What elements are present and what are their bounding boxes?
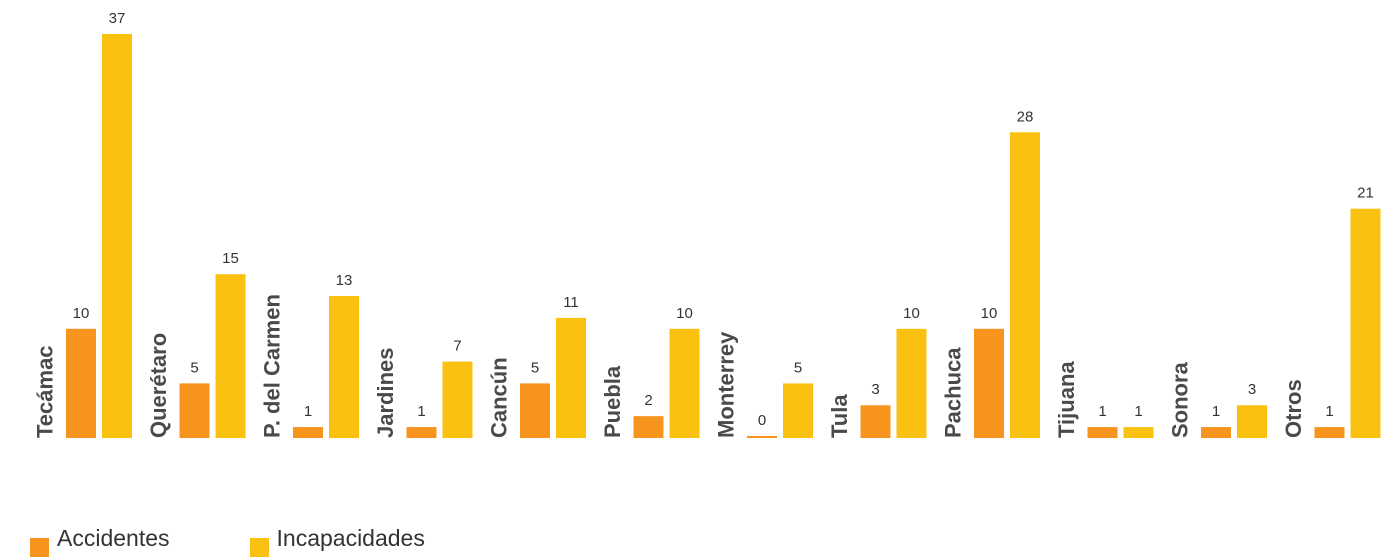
value-label-incapacidades-tijuana: 1 (1134, 403, 1142, 420)
bar-accidentes-jardines (406, 427, 437, 438)
category-label-sonora: Sonora (1168, 361, 1193, 438)
category-label-monterrey: Monterrey (714, 331, 739, 438)
category-label-tijuana: Tijuana (1054, 361, 1079, 438)
bar-accidentes-puebla (633, 416, 664, 438)
bar-incapacidades-sonora (1237, 405, 1267, 438)
legend-item-incapacidades: Incapacidades (249, 525, 425, 557)
bar-incapacidades-canc-n (556, 317, 586, 438)
legend: Accidentes Incapacidades (30, 525, 505, 557)
value-label-accidentes-jardines: 1 (417, 403, 425, 420)
category-label-quer-taro: Querétaro (146, 333, 171, 438)
category-label-pachuca: Pachuca (941, 347, 966, 438)
bar-incapacidades-otros (1350, 208, 1381, 438)
bar-accidentes-monterrey (747, 436, 777, 438)
value-label-incapacidades-otros: 21 (1357, 185, 1374, 202)
value-label-incapacidades-tec-mac: 37 (109, 10, 126, 27)
bar-accidentes-quer-taro (179, 383, 210, 438)
bar-accidentes-pachuca (974, 328, 1004, 438)
value-label-incapacidades-tula: 10 (903, 305, 920, 322)
bar-incapacidades-tula (896, 328, 927, 438)
value-label-accidentes-sonora: 1 (1212, 403, 1220, 420)
bar-accidentes-tula (860, 405, 891, 438)
value-label-incapacidades-jardines: 7 (453, 338, 461, 355)
legend-label-accidentes: Accidentes (57, 525, 170, 551)
category-label-canc-n: Cancún (487, 357, 512, 438)
value-label-incapacidades-quer-taro: 15 (222, 250, 239, 267)
value-label-incapacidades-pachuca: 28 (1017, 108, 1034, 125)
legend-label-incapacidades: Incapacidades (276, 525, 425, 551)
bar-incapacidades-p-del-carmen (329, 296, 359, 438)
category-label-puebla: Puebla (600, 365, 625, 438)
bar-incapacidades-quer-taro (215, 274, 246, 438)
legend-swatch-accidentes (30, 538, 49, 557)
bar-accidentes-sonora (1201, 427, 1231, 438)
value-label-accidentes-tec-mac: 10 (73, 305, 90, 322)
value-label-accidentes-tula: 3 (871, 381, 879, 398)
category-label-tula: Tula (827, 394, 852, 438)
bar-accidentes-canc-n (520, 383, 550, 438)
bar-incapacidades-pachuca (1010, 132, 1040, 438)
bar-incapacidades-tec-mac (102, 34, 132, 438)
bar-incapacidades-monterrey (783, 383, 813, 438)
value-label-incapacidades-canc-n: 11 (563, 294, 579, 311)
legend-swatch-incapacidades (249, 538, 269, 557)
bar-accidentes-p-del-carmen (293, 427, 323, 438)
value-label-accidentes-monterrey: 0 (758, 412, 766, 429)
value-label-accidentes-pachuca: 10 (981, 305, 998, 322)
value-label-accidentes-canc-n: 5 (531, 359, 539, 376)
category-label-p-del-carmen: P. del Carmen (260, 294, 285, 438)
bar-incapacidades-jardines (442, 361, 473, 438)
value-label-incapacidades-p-del-carmen: 13 (336, 272, 353, 289)
category-label-tec-mac: Tecámac (33, 345, 58, 438)
bar-accidentes-tijuana (1087, 427, 1118, 438)
value-label-accidentes-p-del-carmen: 1 (304, 403, 312, 420)
bar-incapacidades-tijuana (1123, 427, 1154, 438)
legend-item-accidentes: Accidentes (30, 525, 170, 557)
value-label-accidentes-puebla: 2 (644, 392, 652, 409)
value-label-incapacidades-sonora: 3 (1248, 381, 1256, 398)
bar-accidentes-otros (1314, 427, 1345, 438)
category-label-jardines: Jardines (373, 348, 398, 439)
value-label-incapacidades-monterrey: 5 (794, 359, 802, 376)
value-label-accidentes-otros: 1 (1325, 403, 1333, 420)
category-label-otros: Otros (1281, 379, 1306, 438)
bar-incapacidades-puebla (669, 328, 700, 438)
bar-accidentes-tec-mac (66, 328, 96, 438)
value-label-accidentes-quer-taro: 5 (190, 359, 198, 376)
value-label-accidentes-tijuana: 1 (1098, 403, 1106, 420)
value-label-incapacidades-puebla: 10 (676, 305, 693, 322)
